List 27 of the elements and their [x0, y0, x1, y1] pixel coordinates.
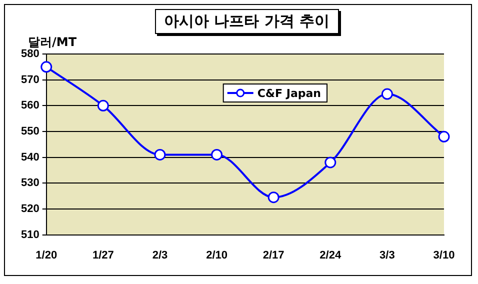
x-tick-label: 2/24: [320, 249, 342, 262]
y-tick-label: 510: [20, 228, 40, 241]
point: [324, 156, 336, 168]
chart-title: 아시아 나프타 가격 추이: [155, 9, 339, 34]
y-tick-label: 580: [20, 48, 40, 60]
point: [381, 88, 393, 100]
point: [211, 148, 223, 160]
point: [40, 61, 52, 73]
y-tick-label: 560: [20, 100, 40, 112]
point: [154, 148, 166, 160]
y-tick-label: 540: [20, 151, 40, 164]
x-tick-label: 1/20: [36, 249, 58, 262]
x-tick-label: 2/3: [152, 249, 168, 262]
y-tick-label: 530: [20, 177, 40, 190]
point: [438, 130, 450, 142]
point: [268, 192, 280, 204]
x-tick-label: 2/17: [262, 249, 284, 262]
x-tick-label: 2/10: [206, 249, 228, 262]
y-tick-label: 520: [20, 203, 40, 216]
legend-label: C&F Japan: [257, 86, 322, 100]
point: [97, 100, 109, 112]
x-tick-label: 3/10: [433, 249, 455, 262]
x-tick-label: 3/3: [380, 249, 395, 262]
x-tick-label: 1/27: [92, 249, 114, 262]
y-tick-label: 570: [20, 74, 40, 86]
y-tick-label: 550: [20, 126, 40, 138]
y-axis-title: 달러/MT: [28, 34, 77, 49]
